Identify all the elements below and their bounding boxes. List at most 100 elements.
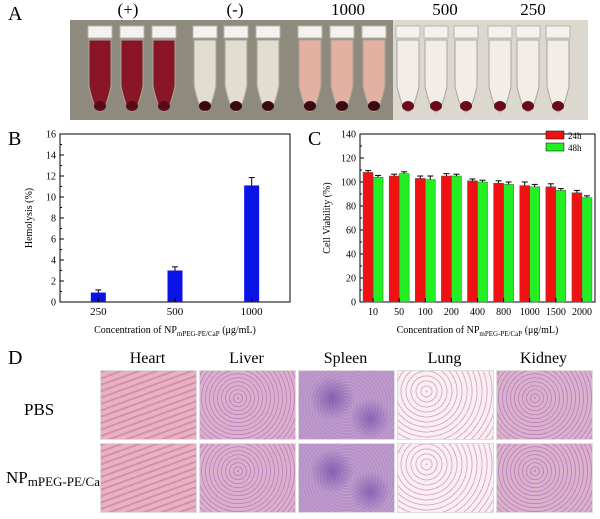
tube-body <box>224 39 248 113</box>
panel-b-label: B <box>8 128 22 150</box>
cell-viability-chart: 0 20 40 60 80 100 120 140 10 50 100 200 400 800 1000 15… <box>322 130 596 338</box>
tube <box>487 25 513 113</box>
tube-cap <box>361 25 387 39</box>
tube-cap <box>297 25 323 39</box>
bar <box>441 175 452 303</box>
tissue-section <box>100 443 197 513</box>
column-heart: Heart <box>129 350 166 367</box>
tube <box>515 25 541 113</box>
hemolysis-chart: 0 2 4 6 8 10 12 14 16 250 500 1000 Hemolysis (%) Conc… <box>24 130 291 338</box>
tube-body <box>88 39 112 113</box>
tube <box>87 25 113 113</box>
bar <box>90 292 106 302</box>
tube <box>453 25 479 113</box>
tube <box>545 25 571 113</box>
tube-body <box>330 39 354 113</box>
tube-body <box>396 39 420 113</box>
tube <box>151 25 177 113</box>
row-label-np-sub: mPEG-PE/CaP <box>27 474 108 489</box>
tube-body <box>120 39 144 113</box>
x-tick-label: 800 <box>496 307 511 318</box>
column-lung: Lung <box>427 350 462 367</box>
panel-a-label: A <box>8 3 23 25</box>
bar <box>398 173 410 303</box>
y-tick-label: 14 <box>46 151 56 162</box>
legend-label: 48h <box>568 143 582 153</box>
tube-body <box>152 39 176 113</box>
y-tick-label: 140 <box>341 130 356 141</box>
tube-pellet <box>402 101 414 111</box>
y-tick-label: 2 <box>51 277 56 288</box>
y-tick-label: 60 <box>346 226 356 237</box>
column-spleen: Spleen <box>323 350 368 367</box>
tube-body <box>488 39 512 113</box>
tissue-section <box>298 370 395 440</box>
tube-cap <box>487 25 513 39</box>
bar <box>372 176 384 303</box>
tube-body <box>546 39 570 113</box>
column-liver: Liver <box>229 350 264 367</box>
tube-pellet <box>158 101 170 111</box>
tube-cap <box>192 25 218 39</box>
tube-cap <box>119 25 145 39</box>
x-tick-label: 2000 <box>572 307 592 318</box>
panel-d-label: D <box>8 347 23 369</box>
tube <box>423 25 449 113</box>
tube <box>119 25 145 113</box>
y-tick-label: 40 <box>346 250 356 261</box>
x-tick-label: 200 <box>444 307 459 318</box>
bar <box>388 175 400 303</box>
tube-pellet <box>126 101 138 111</box>
tissue-section <box>298 443 395 513</box>
y-tick-label: 20 <box>346 274 356 285</box>
tube-body <box>362 39 386 113</box>
tube <box>192 25 218 113</box>
y-tick-label: 16 <box>46 130 56 141</box>
tube-photo <box>70 20 588 120</box>
group-label-negative: (-) <box>226 0 244 19</box>
group-label-250: 250 <box>520 0 546 19</box>
tube-cap <box>423 25 449 39</box>
tube-pellet <box>430 101 442 111</box>
tube-body <box>424 39 448 113</box>
tube-body <box>516 39 540 113</box>
tube-pellet <box>262 101 274 111</box>
bar <box>425 179 436 303</box>
legend-swatch <box>545 142 565 152</box>
tube-body <box>193 39 217 113</box>
tube-pellet <box>304 101 316 111</box>
bar <box>493 182 504 303</box>
bar <box>362 172 374 303</box>
bar <box>503 184 514 303</box>
tube-pellet <box>230 101 242 111</box>
x-tick-label: 1000 <box>241 306 264 318</box>
legend-swatch <box>545 130 565 140</box>
y-tick-label: 8 <box>51 214 56 225</box>
tube <box>223 25 249 113</box>
bar <box>555 190 567 303</box>
bar <box>477 181 488 303</box>
x-tick-label: 400 <box>470 307 485 318</box>
tube-cap <box>255 25 281 39</box>
group-label-500: 500 <box>432 0 458 19</box>
tube-body <box>454 39 478 113</box>
x-tick-label: 50 <box>394 307 404 318</box>
group-label-1000: 1000 <box>331 0 365 19</box>
tissue-section <box>199 443 296 513</box>
bar <box>415 178 426 303</box>
tube-cap <box>223 25 249 39</box>
row-label-np: NPmPEG-PE/CaP <box>6 468 107 490</box>
legend-label: 24h <box>568 131 582 141</box>
panel-c-label: C <box>308 128 322 150</box>
tube <box>395 25 421 113</box>
bar <box>571 192 583 303</box>
tube-body <box>298 39 322 113</box>
row-label-pbs: PBS <box>24 400 55 419</box>
bar <box>451 175 462 303</box>
bar <box>581 197 593 303</box>
x-tick-label: 100 <box>418 307 433 318</box>
tube-pellet <box>552 101 564 111</box>
tube <box>297 25 323 113</box>
y-axis-label: Cell Viability (%) <box>322 182 333 253</box>
